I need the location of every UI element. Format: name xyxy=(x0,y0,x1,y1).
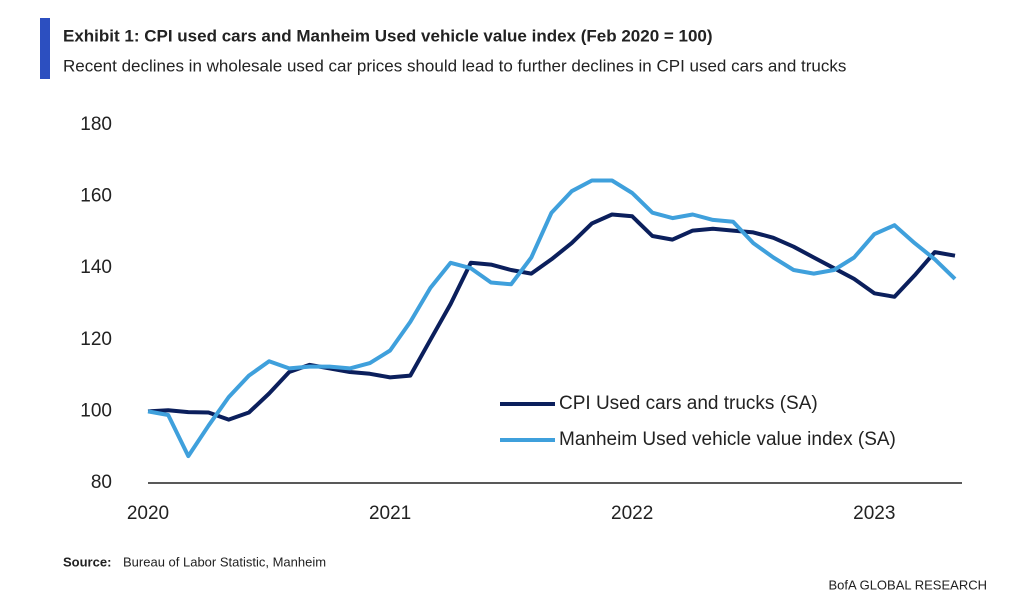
footer: BofA GLOBAL RESEARCH xyxy=(829,577,987,592)
x-tick-label: 2022 xyxy=(611,503,653,524)
y-tick-label: 120 xyxy=(80,329,112,350)
source: Bureau of Labor Statistic, Manheim xyxy=(123,554,326,569)
chart-title: Exhibit 1: CPI used cars and Manheim Use… xyxy=(63,26,713,45)
chart-subtitle: Recent declines in wholesale used car pr… xyxy=(63,56,846,75)
y-tick-label: 160 xyxy=(80,186,112,207)
y-tick-label: 80 xyxy=(91,472,112,493)
series-line xyxy=(147,212,956,422)
x-tick-label: 2020 xyxy=(127,503,169,524)
title-bar xyxy=(40,18,50,79)
legend-label: Manheim Used vehicle value index (SA) xyxy=(559,429,896,450)
source-label: Source: xyxy=(63,554,111,569)
series-line xyxy=(147,178,957,459)
y-tick-label: 100 xyxy=(80,400,112,421)
legend-label: CPI Used cars and trucks (SA) xyxy=(559,393,818,414)
x-tick-label: 2023 xyxy=(853,503,895,524)
x-tick-label: 2021 xyxy=(369,503,411,524)
y-tick-label: 140 xyxy=(80,257,112,278)
y-tick-label: 180 xyxy=(80,114,112,135)
